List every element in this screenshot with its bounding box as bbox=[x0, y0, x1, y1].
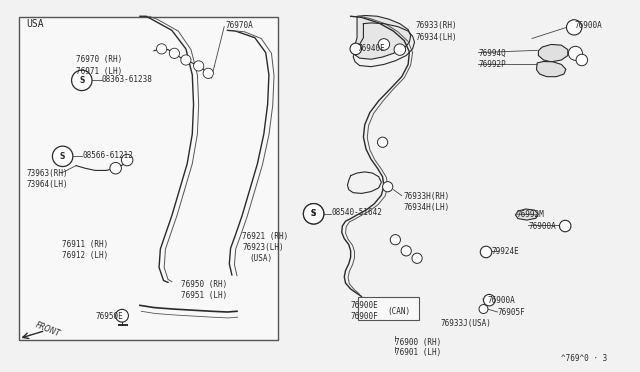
Text: S: S bbox=[60, 152, 65, 161]
Ellipse shape bbox=[203, 68, 213, 78]
Text: 76940E: 76940E bbox=[357, 44, 385, 52]
Text: S: S bbox=[311, 209, 316, 218]
Text: 76905F: 76905F bbox=[497, 308, 525, 317]
Text: 76992M: 76992M bbox=[516, 211, 545, 219]
Ellipse shape bbox=[480, 246, 492, 258]
Text: 76901 (LH): 76901 (LH) bbox=[396, 348, 442, 357]
Text: 08540-51642: 08540-51642 bbox=[332, 208, 382, 217]
Polygon shape bbox=[353, 16, 411, 59]
Text: USA: USA bbox=[26, 19, 44, 29]
Ellipse shape bbox=[378, 137, 388, 147]
Ellipse shape bbox=[110, 163, 122, 174]
Ellipse shape bbox=[394, 44, 406, 55]
Text: 76971 (LH): 76971 (LH) bbox=[76, 67, 122, 76]
Text: (USA): (USA) bbox=[250, 254, 273, 263]
Text: 76900A: 76900A bbox=[487, 296, 515, 305]
Text: 08566-61212: 08566-61212 bbox=[83, 151, 133, 160]
Ellipse shape bbox=[390, 235, 401, 245]
Text: 76934H(LH): 76934H(LH) bbox=[403, 203, 449, 212]
Text: 76994Q: 76994Q bbox=[478, 49, 506, 58]
Ellipse shape bbox=[401, 246, 412, 256]
Ellipse shape bbox=[122, 154, 133, 166]
Text: S: S bbox=[311, 209, 316, 218]
Ellipse shape bbox=[170, 48, 179, 58]
Polygon shape bbox=[515, 209, 538, 220]
Ellipse shape bbox=[559, 220, 571, 232]
Text: 79924E: 79924E bbox=[491, 247, 519, 256]
Text: 76911 (RH): 76911 (RH) bbox=[62, 240, 108, 249]
Ellipse shape bbox=[116, 310, 129, 322]
Ellipse shape bbox=[72, 70, 92, 90]
Text: 76923(LH): 76923(LH) bbox=[242, 243, 284, 251]
Text: 76900 (RH): 76900 (RH) bbox=[396, 338, 442, 347]
Ellipse shape bbox=[193, 61, 204, 71]
Ellipse shape bbox=[303, 203, 324, 224]
Text: (CAN): (CAN) bbox=[387, 307, 410, 316]
Ellipse shape bbox=[576, 54, 588, 66]
Text: 76992P: 76992P bbox=[478, 60, 506, 69]
Ellipse shape bbox=[180, 55, 191, 65]
Text: 73963(RH): 73963(RH) bbox=[26, 169, 68, 177]
Ellipse shape bbox=[378, 39, 390, 50]
Text: 76900E: 76900E bbox=[351, 301, 378, 310]
Text: S: S bbox=[79, 76, 84, 85]
Text: 76934(LH): 76934(LH) bbox=[415, 32, 457, 42]
Text: 76933H(RH): 76933H(RH) bbox=[403, 192, 449, 201]
Ellipse shape bbox=[483, 294, 495, 306]
Ellipse shape bbox=[383, 182, 393, 192]
Text: 76951 (LH): 76951 (LH) bbox=[180, 291, 227, 300]
Ellipse shape bbox=[303, 203, 324, 224]
FancyBboxPatch shape bbox=[19, 17, 278, 340]
Ellipse shape bbox=[157, 44, 167, 54]
Text: 76970 (RH): 76970 (RH) bbox=[76, 55, 122, 64]
Ellipse shape bbox=[568, 46, 582, 60]
Text: 76950 (RH): 76950 (RH) bbox=[180, 280, 227, 289]
Text: 76900A: 76900A bbox=[574, 22, 602, 31]
Text: 76950E: 76950E bbox=[95, 312, 123, 321]
Ellipse shape bbox=[52, 146, 73, 167]
Text: 76933J(USA): 76933J(USA) bbox=[440, 319, 491, 328]
Ellipse shape bbox=[412, 253, 422, 263]
Ellipse shape bbox=[350, 43, 362, 55]
Text: 76900F: 76900F bbox=[351, 312, 378, 321]
Polygon shape bbox=[538, 44, 568, 62]
Text: 08363-61238: 08363-61238 bbox=[102, 75, 152, 84]
Text: 76900A: 76900A bbox=[528, 221, 556, 231]
Polygon shape bbox=[536, 61, 566, 77]
Text: 76921 (RH): 76921 (RH) bbox=[242, 231, 289, 241]
Text: 73964(LH): 73964(LH) bbox=[26, 180, 68, 189]
Ellipse shape bbox=[479, 305, 488, 314]
Text: ^769^0 · 3: ^769^0 · 3 bbox=[561, 354, 607, 363]
Ellipse shape bbox=[566, 20, 582, 35]
Text: 76912 (LH): 76912 (LH) bbox=[62, 251, 108, 260]
Text: 76970A: 76970A bbox=[225, 22, 253, 31]
Text: FRONT: FRONT bbox=[34, 321, 61, 339]
FancyBboxPatch shape bbox=[358, 297, 419, 320]
Text: 76933(RH): 76933(RH) bbox=[415, 22, 457, 31]
